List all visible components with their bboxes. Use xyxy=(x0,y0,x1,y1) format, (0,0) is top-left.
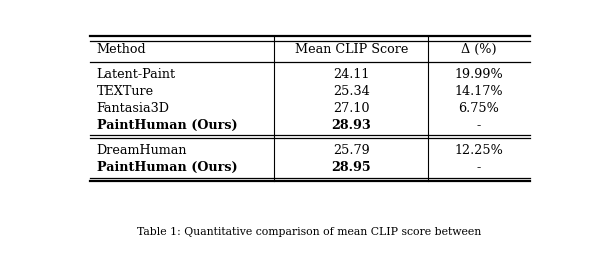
Text: DreamHuman: DreamHuman xyxy=(97,144,187,157)
Text: Mean CLIP Score: Mean CLIP Score xyxy=(295,42,408,56)
Text: Latent-Paint: Latent-Paint xyxy=(97,68,176,81)
Text: PaintHuman (Ours): PaintHuman (Ours) xyxy=(97,161,237,174)
Text: Table 1: Quantitative comparison of mean CLIP score between: Table 1: Quantitative comparison of mean… xyxy=(138,227,481,236)
Text: 28.93: 28.93 xyxy=(332,119,371,132)
Text: Δ (%): Δ (%) xyxy=(461,42,496,56)
Text: TEXTure: TEXTure xyxy=(97,85,153,98)
Text: Method: Method xyxy=(97,42,146,56)
Text: 12.25%: 12.25% xyxy=(455,144,503,157)
Text: 24.11: 24.11 xyxy=(333,68,370,81)
Text: 28.95: 28.95 xyxy=(332,161,371,174)
Text: 25.79: 25.79 xyxy=(333,144,370,157)
Text: 14.17%: 14.17% xyxy=(455,85,503,98)
Text: Fantasia3D: Fantasia3D xyxy=(97,102,170,115)
Text: PaintHuman (Ours): PaintHuman (Ours) xyxy=(97,119,237,132)
Text: -: - xyxy=(477,119,481,132)
Text: 27.10: 27.10 xyxy=(333,102,370,115)
Text: -: - xyxy=(477,161,481,174)
Text: 19.99%: 19.99% xyxy=(455,68,503,81)
Text: 25.34: 25.34 xyxy=(333,85,370,98)
Text: 6.75%: 6.75% xyxy=(458,102,500,115)
